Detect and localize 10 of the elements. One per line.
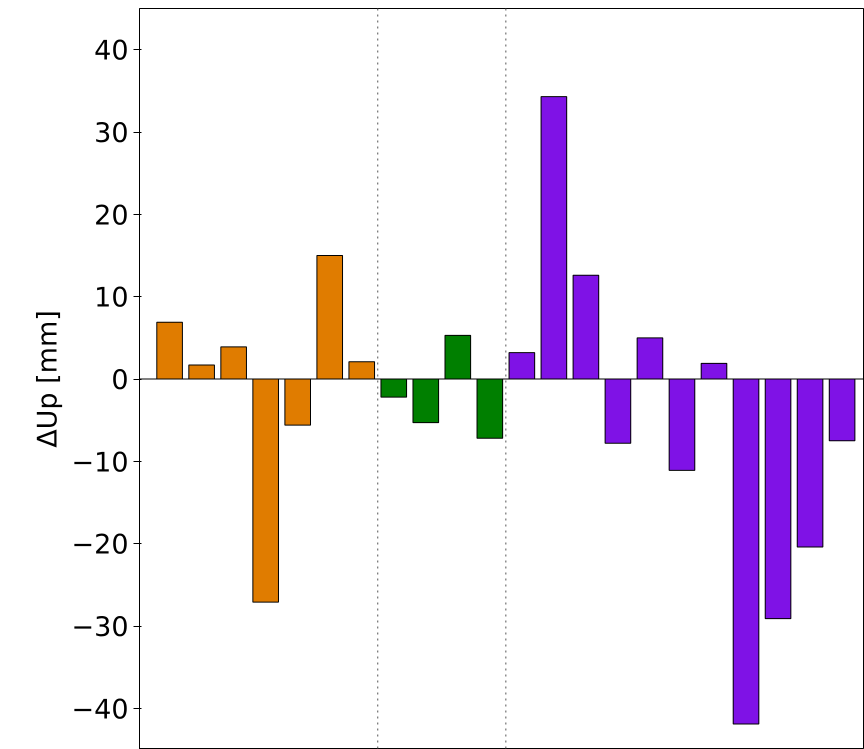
y-tick-label: −10 (72, 447, 129, 478)
y-tick-label: −30 (72, 612, 129, 643)
y-tick-label: 30 (94, 118, 129, 149)
y-tick-label: 40 (94, 36, 129, 67)
y-tick-label: −40 (72, 694, 129, 726)
y-axis-title: ΔUp [mm] (32, 310, 64, 448)
y-tick-label: 0 (111, 365, 129, 396)
y-tick-label: −20 (72, 530, 129, 561)
y-tick-label: 20 (94, 200, 129, 232)
y-tick-label: 10 (94, 282, 129, 314)
